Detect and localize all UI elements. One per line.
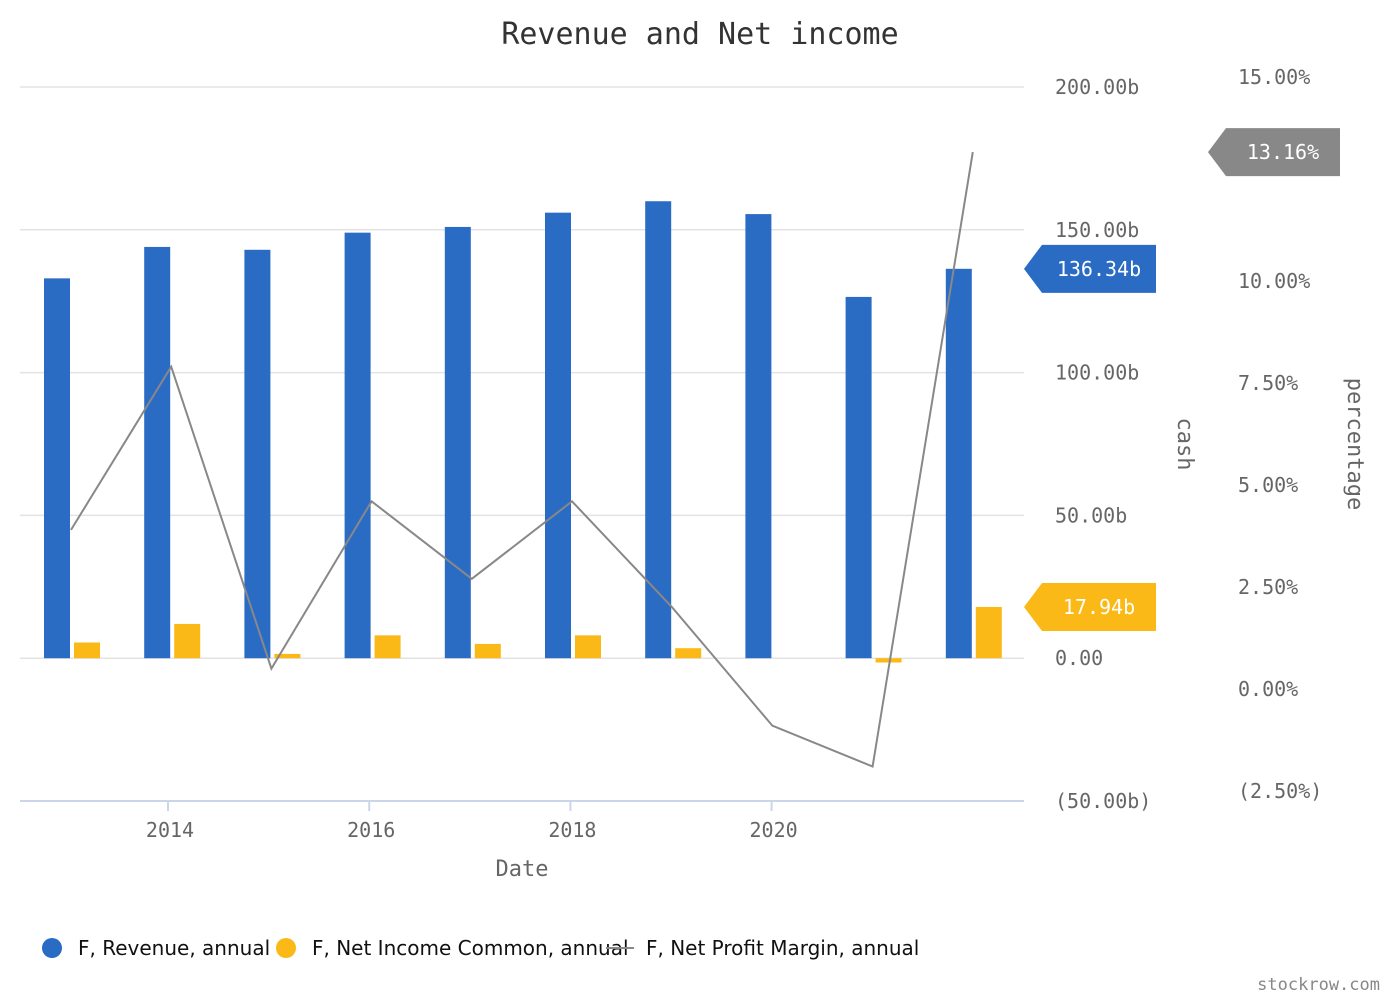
bar-revenue: [144, 246, 171, 659]
legend-label-revenue: F, Revenue, annual: [78, 936, 270, 960]
bar-revenue: [845, 296, 872, 659]
y-left-tick-label: 100.00b: [1055, 361, 1139, 385]
y-right-tick-label: (2.50%): [1238, 779, 1322, 803]
line-net-profit-margin: [70, 151, 974, 768]
y-right-tick-label: 7.50%: [1238, 371, 1298, 395]
bar-revenue: [545, 212, 571, 659]
value-badges: 136.34b 17.94b 13.16%: [1024, 128, 1340, 631]
x-tick-label: 2020: [750, 818, 798, 842]
line-marks: [70, 151, 974, 768]
legend: F, Revenue, annual F, Net Income Common, …: [42, 936, 919, 960]
bar-revenue: [244, 249, 271, 659]
bar-net-income: [74, 642, 100, 659]
bar-net-income: [474, 643, 501, 659]
y-right-axis-title: percentage: [1342, 378, 1367, 510]
bar-net-income: [575, 635, 601, 659]
bar-net-income: [675, 648, 702, 659]
y-right-tick-label: 0.00%: [1238, 677, 1298, 701]
chart-title: Revenue and Net income: [501, 17, 898, 52]
y-left-axis-title: cash: [1172, 418, 1197, 471]
bar-revenue: [745, 214, 772, 659]
net-income-badge-text: 17.94b: [1063, 595, 1135, 619]
bar-net-income: [174, 623, 201, 659]
revenue-badge-shape: [1024, 244, 1156, 293]
x-tick-label: 2018: [548, 818, 596, 842]
axes: 2014 2016 2018 2020: [20, 800, 1024, 842]
bar-revenue: [945, 268, 972, 659]
bar-revenue: [444, 226, 471, 659]
bar-net-income: [274, 653, 301, 659]
bar-revenue: [344, 232, 371, 659]
y-left-tick-label: 200.00b: [1055, 75, 1139, 99]
credit-text: stockrow.com: [1257, 975, 1380, 995]
bar-net-income: [875, 658, 902, 663]
net-income-badge-shape: [1024, 582, 1156, 631]
y-right-tick-label: 5.00%: [1238, 473, 1298, 497]
bar-revenue: [645, 201, 672, 659]
bar-marks: [44, 201, 1002, 663]
bar-net-income: [374, 635, 401, 659]
margin-badge-shape: [1208, 128, 1340, 177]
bar-revenue: [44, 278, 70, 659]
y-left-tick-label: 0.00: [1055, 646, 1103, 670]
bar-net-income: [975, 606, 1002, 659]
y-left-tick-label: 150.00b: [1055, 218, 1139, 242]
y-left-tick-label: 50.00b: [1055, 503, 1127, 527]
x-tick-label: 2014: [146, 818, 194, 842]
legend-marker-revenue: [42, 938, 62, 958]
legend-marker-net-income: [276, 938, 296, 958]
y-left-tick-label: (50.00b): [1055, 789, 1151, 813]
y-right-tick-label: 10.00%: [1238, 269, 1310, 293]
x-axis-title: Date: [496, 857, 549, 882]
y-right-tick-label: 2.50%: [1238, 575, 1298, 599]
margin-badge-text: 13.16%: [1247, 140, 1319, 164]
gridlines: 200.00b 150.00b 100.00b 50.00b 0.00 (50.00b) 1…: [20, 65, 1322, 813]
legend-label-net-income: F, Net Income Common, annual: [312, 936, 629, 960]
y-right-tick-label: 15.00%: [1238, 65, 1310, 89]
x-tick-label: 2016: [347, 818, 395, 842]
legend-label-margin: F, Net Profit Margin, annual: [646, 936, 919, 960]
revenue-badge-text: 136.34b: [1057, 257, 1141, 281]
